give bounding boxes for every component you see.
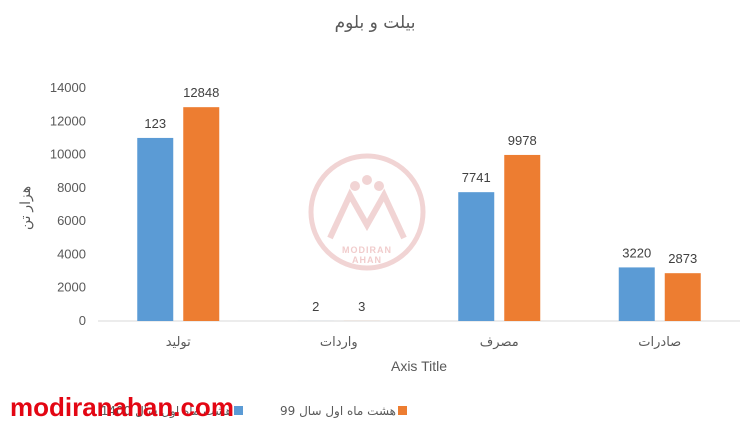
- bar-series-1: [504, 154, 541, 321]
- y-tick-label: 4000: [57, 246, 86, 261]
- y-tick-label: 14000: [50, 80, 86, 95]
- data-label: 2873: [668, 251, 697, 266]
- y-tick-label: 8000: [57, 180, 86, 195]
- y-tick-label: 6000: [57, 213, 86, 228]
- bar-series-0: [618, 267, 655, 321]
- bar-series-0: [458, 192, 495, 321]
- legend: هشت ماه اول سال 99 هشت ماه اول سال 1400: [101, 404, 407, 419]
- bar-series-1: [664, 273, 701, 321]
- category-labels-group: تولید واردات مصرف صادرات: [166, 335, 681, 350]
- x-axis-title: Axis Title: [391, 358, 447, 374]
- data-label: 3: [358, 299, 365, 314]
- y-tick-label: 0: [79, 313, 86, 328]
- data-label: 9978: [508, 133, 537, 148]
- watermark-text-1: MODIRAN: [342, 245, 392, 255]
- legend-swatch-series-0: [234, 406, 243, 415]
- data-label: 12848: [183, 85, 219, 100]
- y-tick-label: 2000: [57, 280, 86, 295]
- chart-title: بیلت و بلوم: [335, 13, 416, 33]
- bar-series-0: [137, 137, 174, 321]
- legend-swatch-series-1: [398, 406, 407, 415]
- data-labels-group: 123 12848 2 3 7741 9978 3220 2873: [144, 85, 697, 314]
- y-tick-label: 10000: [50, 147, 86, 162]
- category-label: مصرف: [480, 335, 519, 350]
- legend-label-series-0: هشت ماه اول سال 1400: [101, 404, 232, 419]
- y-tick-label: 12000: [50, 113, 86, 128]
- watermark-text-2: AHAN: [352, 255, 382, 265]
- legend-label-series-1: هشت ماه اول سال 99: [280, 404, 396, 419]
- data-label: 123: [144, 116, 166, 131]
- bars-group: [137, 107, 701, 321]
- y-axis-title: هزار تن: [17, 186, 34, 230]
- data-label: 2: [312, 299, 319, 314]
- bar-series-1: [183, 107, 220, 321]
- data-label: 3220: [622, 245, 651, 260]
- watermark-site: modiranahan.com: [10, 392, 234, 422]
- category-label: تولید: [166, 335, 191, 350]
- category-label: واردات: [320, 335, 358, 350]
- data-label: 7741: [462, 170, 491, 185]
- y-axis-ticks: 0 2000 4000 6000 8000 10000 12000 14000: [50, 80, 86, 328]
- category-label: صادرات: [638, 335, 681, 350]
- watermark-logo: MODIRAN AHAN: [308, 153, 426, 271]
